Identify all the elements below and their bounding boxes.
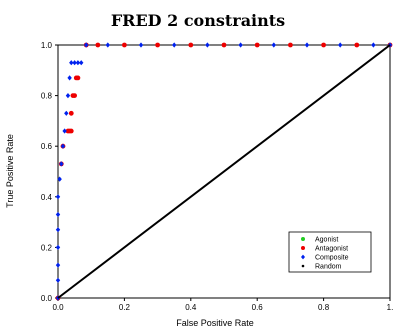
composite-point xyxy=(55,262,61,268)
composite-point xyxy=(55,227,61,233)
plot-area: 0.0 0.2 0.4 0.6 0.8 1. 0.0 0.2 0.4 0.6 0.8 1.0 xyxy=(41,41,393,312)
legend-label-random: Random xyxy=(315,264,342,271)
x-tick-label: 0.8 xyxy=(318,303,330,312)
composite-point xyxy=(271,42,276,48)
y-tick-label: 0.6 xyxy=(41,142,53,151)
x-tick-label: 0.0 xyxy=(52,303,64,312)
composite-point xyxy=(172,42,177,48)
antagonist-point xyxy=(68,128,74,134)
legend-swatch-composite xyxy=(301,254,305,260)
antagonist-point xyxy=(75,75,81,81)
composite-point xyxy=(79,60,84,66)
composite-point xyxy=(62,128,67,134)
composite-point xyxy=(371,42,376,48)
legend-label-agonist: Agonist xyxy=(315,237,338,244)
legend-swatch-random xyxy=(301,264,305,268)
antagonist-point xyxy=(221,42,227,48)
y-tick-label: 1.0 xyxy=(41,41,53,50)
composite-point xyxy=(55,277,61,283)
composite-point xyxy=(57,176,62,182)
composite-point xyxy=(55,244,61,250)
y-tick-label: 0.8 xyxy=(41,92,53,101)
antagonist-point xyxy=(321,42,326,48)
x-tick-label: 1. xyxy=(387,303,393,312)
chart-title: FRED 2 constraints xyxy=(111,11,285,30)
composite-point xyxy=(59,161,64,167)
y-tick-label: 0.2 xyxy=(41,243,53,252)
composite-point xyxy=(105,42,110,48)
composite-point xyxy=(238,42,243,48)
antagonist-point xyxy=(72,93,77,98)
antagonist-point xyxy=(254,42,260,48)
antagonist-point xyxy=(354,42,360,48)
composite-point xyxy=(69,60,74,66)
composite-point xyxy=(138,42,144,48)
y-tick-label: 0.4 xyxy=(41,193,53,202)
composite-point xyxy=(65,93,71,99)
antagonist-point xyxy=(95,42,101,48)
legend-label-antagonist: Antagonist xyxy=(315,246,348,253)
antagonist-point xyxy=(122,42,127,48)
antagonist-point xyxy=(68,110,74,116)
y-tick-label: 0.0 xyxy=(41,294,53,303)
antagonist-point xyxy=(288,42,293,48)
legend-label-composite: Composite xyxy=(315,255,349,262)
composite-point xyxy=(55,211,61,218)
legend: Agonist Antagonist Composite Random xyxy=(288,231,372,273)
legend-swatch-agonist xyxy=(301,237,305,241)
x-axis-label: False Positive Rate xyxy=(176,318,254,328)
composite-point xyxy=(55,194,61,200)
composite-point xyxy=(72,60,77,66)
legend-swatch-antagonist xyxy=(301,246,305,250)
composite-point xyxy=(67,75,72,81)
composite-point xyxy=(84,42,89,48)
composite-point xyxy=(75,60,81,66)
antagonist-point xyxy=(155,42,161,48)
composite-point xyxy=(64,110,69,116)
composite-point xyxy=(60,143,66,149)
antagonist-point xyxy=(188,42,194,48)
y-axis-label: True Positive Rate xyxy=(5,134,15,208)
x-tick-label: 0.6 xyxy=(252,303,264,312)
composite-point xyxy=(304,42,310,48)
random-series-line xyxy=(57,44,391,299)
x-tick-label: 0.2 xyxy=(119,303,131,312)
composite-point xyxy=(338,42,343,48)
composite-point xyxy=(205,42,210,48)
x-tick-label: 0.4 xyxy=(185,303,197,312)
